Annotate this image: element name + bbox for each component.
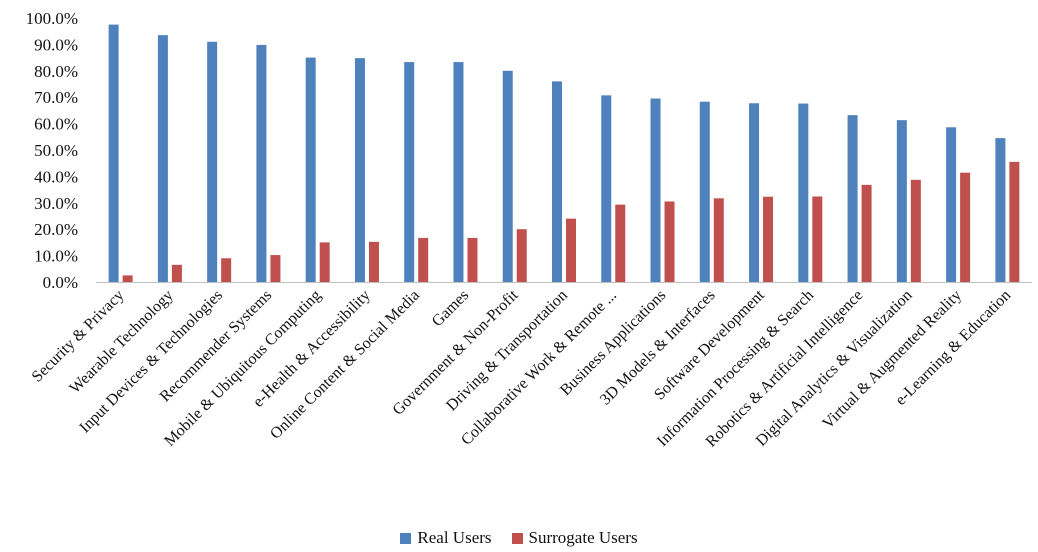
y-tick-label: 70.0% [34, 88, 78, 107]
bar-surrogate-users [615, 204, 626, 282]
bar-real-users [108, 24, 119, 282]
bar-real-users [305, 57, 316, 282]
bar-surrogate-users [960, 172, 971, 282]
bar-real-users [601, 95, 612, 283]
legend-label-surrogate-users: Surrogate Users [528, 528, 638, 547]
y-tick-label: 80.0% [34, 62, 78, 81]
bar-surrogate-users [763, 196, 774, 282]
y-tick-label: 100.0% [26, 9, 78, 28]
bar-real-users [453, 62, 464, 283]
legend: Real Users Surrogate Users [0, 528, 1038, 548]
bar-real-users [354, 58, 365, 283]
bar-real-users [798, 103, 809, 282]
bar-surrogate-users [171, 264, 182, 282]
y-tick-label: 50.0% [34, 141, 78, 160]
y-tick-label: 90.0% [34, 35, 78, 54]
y-tick-label: 30.0% [34, 194, 78, 213]
y-axis-ticks: 0.0% 10.0% 20.0% 30.0% 40.0% 50.0% 60.0% 70.0% 8… [26, 9, 78, 292]
bars [108, 24, 1020, 283]
legend-item-surrogate-users: Surrogate Users [511, 528, 638, 548]
x-tick-label: Games [429, 287, 472, 330]
legend-item-real-users: Real Users [400, 528, 492, 548]
legend-swatch-real-users [400, 532, 412, 544]
bar-real-users [995, 138, 1006, 282]
bar-surrogate-users [713, 198, 724, 282]
y-tick-label: 20.0% [34, 220, 78, 239]
bar-real-users [502, 70, 513, 282]
bar-surrogate-users [270, 255, 281, 282]
bar-real-users [847, 115, 858, 282]
bar-surrogate-users [418, 237, 429, 282]
x-tick-label: Security & Privacy [29, 287, 128, 386]
bar-real-users [749, 103, 760, 282]
bar-real-users [207, 41, 218, 283]
bar-surrogate-users [368, 241, 379, 282]
y-tick-label: 60.0% [34, 115, 78, 134]
y-tick-label: 10.0% [34, 247, 78, 266]
bar-surrogate-users [1009, 161, 1020, 282]
bar-real-users [946, 127, 957, 283]
bar-surrogate-users [664, 201, 675, 282]
bar-surrogate-users [812, 196, 823, 282]
bar-real-users [404, 62, 415, 283]
bar-surrogate-users [467, 237, 478, 282]
bar-real-users [650, 98, 661, 283]
bar-real-users [896, 120, 907, 282]
bar-surrogate-users [910, 179, 921, 282]
bar-surrogate-users [122, 275, 133, 282]
bar-surrogate-users [516, 229, 527, 282]
bar-surrogate-users [566, 218, 576, 282]
legend-label-real-users: Real Users [417, 528, 492, 547]
y-tick-label: 0.0% [43, 273, 78, 292]
bar-real-users [552, 81, 562, 282]
legend-swatch-surrogate-users [511, 532, 523, 544]
bar-surrogate-users [319, 242, 330, 282]
bar-surrogate-users [861, 184, 872, 282]
bar-real-users [699, 101, 710, 282]
bar-real-users [157, 35, 168, 282]
bar-real-users [256, 44, 267, 282]
y-tick-label: 40.0% [34, 167, 78, 186]
bar-surrogate-users [221, 258, 232, 282]
